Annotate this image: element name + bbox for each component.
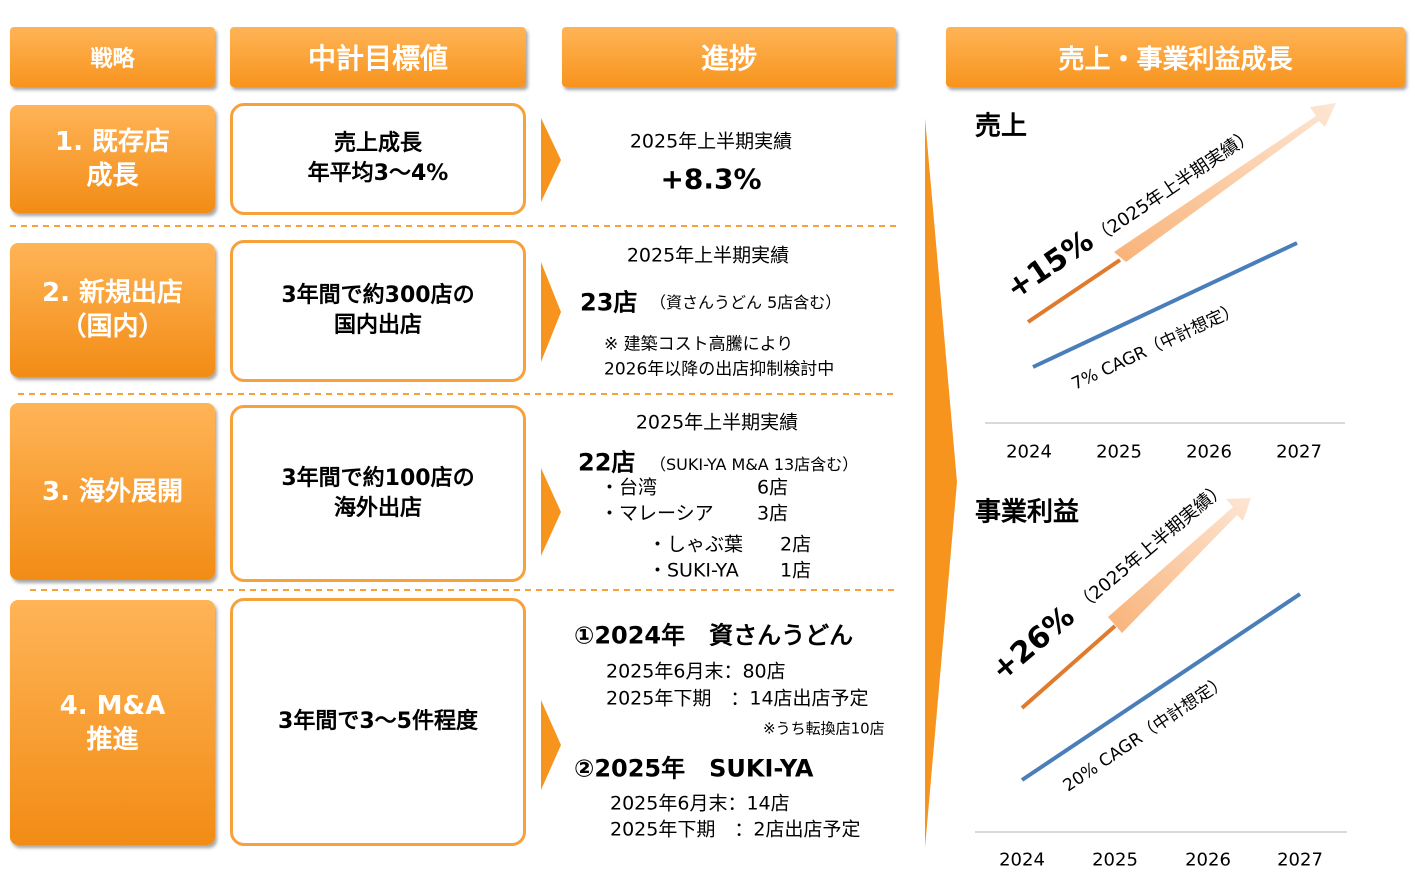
line: 国内出店 (333, 313, 422, 338)
strategy-box: 1. 既存店 成長 (10, 105, 215, 213)
year-label: 2024 (1006, 441, 1052, 463)
progress-text: 2025年上半期実績 (629, 130, 793, 153)
actual-note: （2025年上半期実績） (1089, 125, 1258, 249)
line: 中計目標値 (307, 42, 448, 75)
line: 海外出店 (333, 495, 422, 521)
progress-text: ・しゃぶ葉 (648, 533, 744, 556)
big-arrow (925, 118, 957, 848)
header: 売上・事業利益成長 (946, 27, 1405, 87)
progress-text: （SUKI-YA M&A 13店含む） (650, 455, 859, 474)
progress-text: 23店 (580, 288, 638, 317)
year-label: 2026 (1186, 441, 1232, 463)
arrow (541, 700, 561, 790)
plan-line (1032, 241, 1298, 369)
progress-text: 2025年6月末：80店 (606, 660, 786, 683)
header: 進捗 (562, 27, 896, 87)
target-box: 3年間で3～5件程度 (230, 598, 526, 846)
strategy-box: 4. M&A 推進 (10, 600, 215, 845)
line: 4. M&A (59, 690, 166, 721)
progress-text: ①2024年 資さんうどん (574, 621, 854, 650)
arrow (541, 118, 561, 202)
progress-text: （資さんうどん 5店含む） (650, 293, 842, 312)
chart-title: 売上 (975, 111, 1028, 142)
progress-text: 2店 (780, 533, 812, 556)
progress-text: ②2025年 SUKI-YA (574, 754, 814, 783)
actual-line (1026, 258, 1122, 324)
target-box: 3年間で約300店の 国内出店 (230, 240, 526, 382)
line: 成長 (86, 161, 139, 191)
line: 進捗 (700, 42, 757, 75)
strategy-box: 3. 海外展開 (10, 403, 215, 580)
header: 戦略 (10, 27, 215, 87)
actual-line (1020, 624, 1117, 710)
actual-label: +26% (985, 599, 1082, 688)
line: 3年間で約300店の (281, 283, 475, 308)
progress-text: ・マレーシア (600, 502, 714, 525)
progress-text: 2026年以降の出店抑制検討中 (604, 359, 835, 380)
arrow (541, 262, 561, 362)
plan-line (1020, 592, 1302, 782)
target-box: 売上成長年平均3～4% (230, 103, 526, 215)
progress-text: 2025年上半期実績 (626, 244, 790, 267)
line: 3年間で約100店の (281, 465, 475, 491)
progress-text: 2025年上半期実績 (635, 411, 799, 434)
plan-label: 20% CAGR（中計想定） (1060, 671, 1231, 796)
year-label: 2025 (1096, 441, 1142, 463)
line: 3. 海外展開 (41, 476, 184, 507)
line: （国内） (60, 312, 165, 342)
progress-text: ※うち転換店10店 (763, 719, 885, 738)
progress-text: ※ 建築コスト高騰により (604, 334, 794, 355)
line: 売上・事業利益成長 (1058, 44, 1293, 75)
line: 売上成長 (333, 131, 422, 156)
line: 年平均3～4% (307, 161, 449, 186)
arrow (541, 468, 561, 556)
line: 推進 (86, 724, 139, 755)
year-label: 2027 (1276, 441, 1322, 463)
growth-arrow (1108, 498, 1251, 633)
progress-text: 6店 (757, 476, 789, 499)
actual-label: +15% (1000, 223, 1100, 306)
progress-text: 2025年下期 ：14店出店予定 (606, 687, 869, 710)
year-label: 2027 (1277, 849, 1323, 871)
progress-text: +8.3% (660, 162, 762, 196)
progress-text: 22店 (578, 448, 636, 477)
header: 中計目標値 (230, 27, 526, 87)
progress-text: 3店 (757, 502, 789, 525)
target-box: 3年間で約100店の 海外出店 (230, 405, 526, 582)
progress-text: 2025年6月末：14店 (610, 792, 790, 815)
dividers (10, 225, 896, 591)
row-arrows (541, 118, 957, 848)
progress-text: ・台湾 (600, 476, 658, 499)
line: 2. 新規出店 (41, 278, 184, 308)
progress-text: 2025年下期 ：2店出店予定 (610, 818, 861, 841)
progress-text: 1店 (780, 559, 812, 582)
year-label: 2025 (1092, 849, 1138, 871)
line: 1. 既存店 (54, 127, 171, 157)
strategy-box: 2. 新規出店 （国内） (10, 243, 215, 377)
year-label: 2026 (1185, 849, 1231, 871)
chart-title: 事業利益 (975, 497, 1080, 528)
plan-label: 7% CAGR（中計想定） (1069, 299, 1243, 394)
year-label: 2024 (999, 849, 1045, 871)
line: 3年間で3～5件程度 (278, 709, 478, 734)
growth-arrow (1114, 103, 1336, 262)
progress-text: ・SUKI-YA (648, 559, 739, 582)
line: 戦略 (90, 47, 135, 72)
